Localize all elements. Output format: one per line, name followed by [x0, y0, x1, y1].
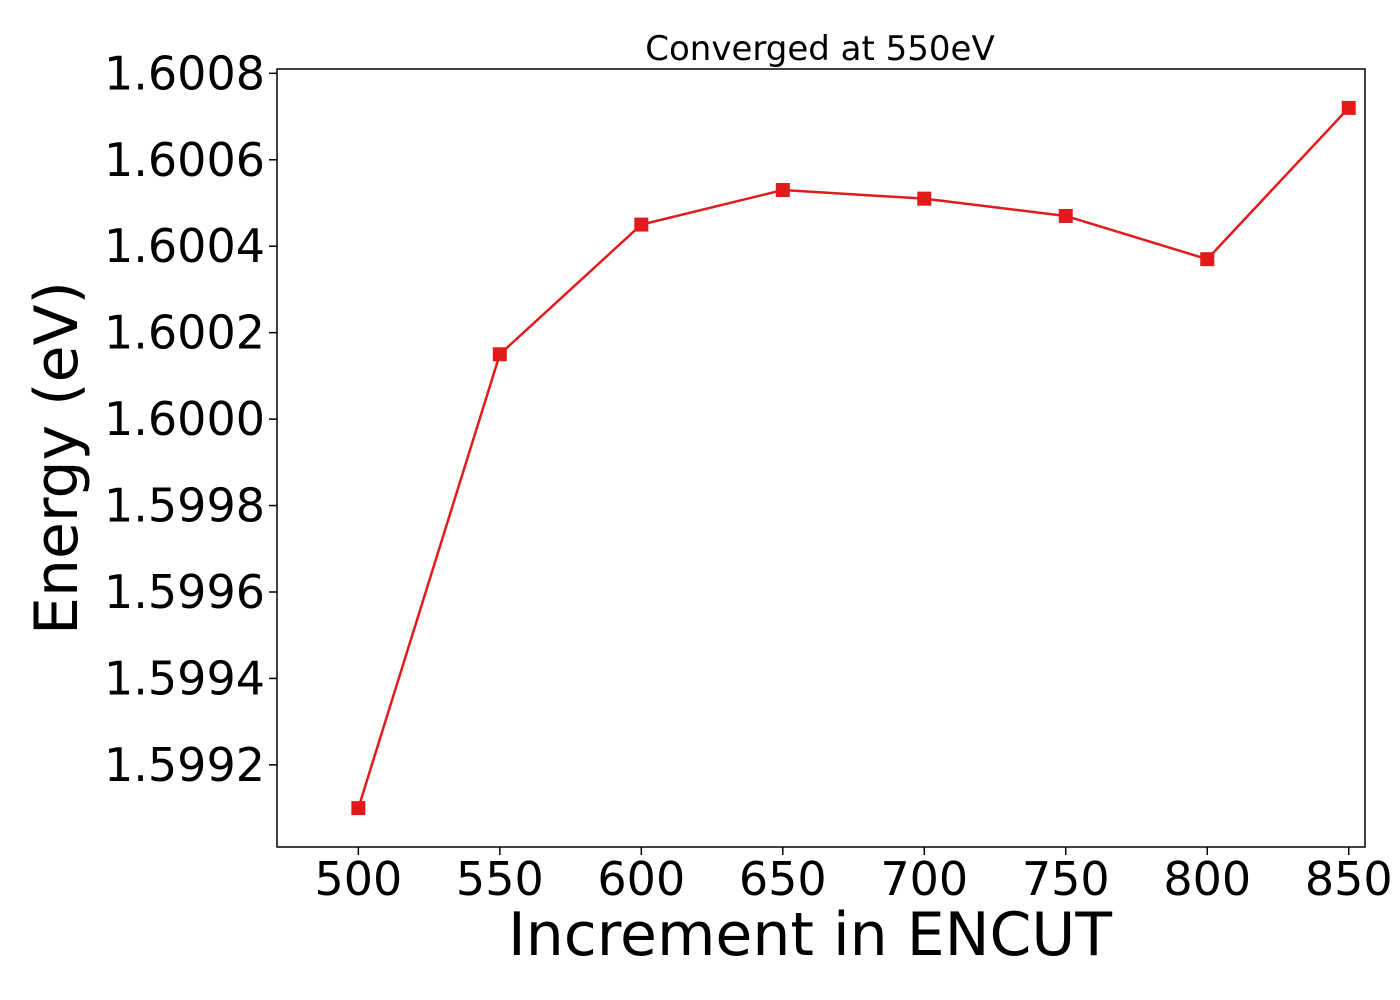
- y-tick-label: 1.6004: [104, 219, 265, 273]
- plot-frame: [276, 68, 1366, 848]
- data-point-marker: [351, 801, 366, 816]
- x-tick-label: 700: [880, 852, 968, 906]
- y-axis-label: Energy (eV): [22, 281, 92, 635]
- y-tick-label: 1.5998: [104, 479, 265, 533]
- data-point-marker: [1058, 208, 1073, 223]
- y-tick-label: 1.5996: [104, 565, 265, 619]
- y-tick-label: 1.6006: [104, 133, 265, 187]
- axes: 500 550 600 650 700 750 800 850 1.5992 1.5994 1.59…: [104, 46, 1393, 906]
- data-point-marker: [492, 347, 507, 362]
- chart-title: Converged at 550eV: [645, 29, 994, 69]
- x-tick-label: 750: [1022, 852, 1110, 906]
- data-point-marker: [634, 217, 649, 232]
- data-point-marker: [1341, 100, 1356, 115]
- y-tick-label: 1.6000: [104, 392, 265, 446]
- plot-area: [351, 100, 1356, 816]
- x-tick-label: 850: [1305, 852, 1393, 906]
- y-tick-label: 1.5994: [104, 651, 265, 705]
- y-tick-label: 1.6008: [104, 46, 265, 100]
- x-tick-label: 800: [1163, 852, 1251, 906]
- data-point-marker: [1200, 252, 1215, 267]
- y-tick-label: 1.5992: [104, 738, 265, 792]
- data-point-marker: [917, 191, 932, 206]
- series-line: [357, 107, 1350, 809]
- x-tick-label: 600: [597, 852, 685, 906]
- y-tick-label: 1.6002: [104, 306, 265, 360]
- x-tick-label: 550: [456, 852, 544, 906]
- x-axis-label: Increment in ENCUT: [508, 900, 1112, 970]
- x-tick-label: 500: [314, 852, 402, 906]
- data-point-marker: [775, 183, 790, 198]
- x-tick-label: 650: [739, 852, 827, 906]
